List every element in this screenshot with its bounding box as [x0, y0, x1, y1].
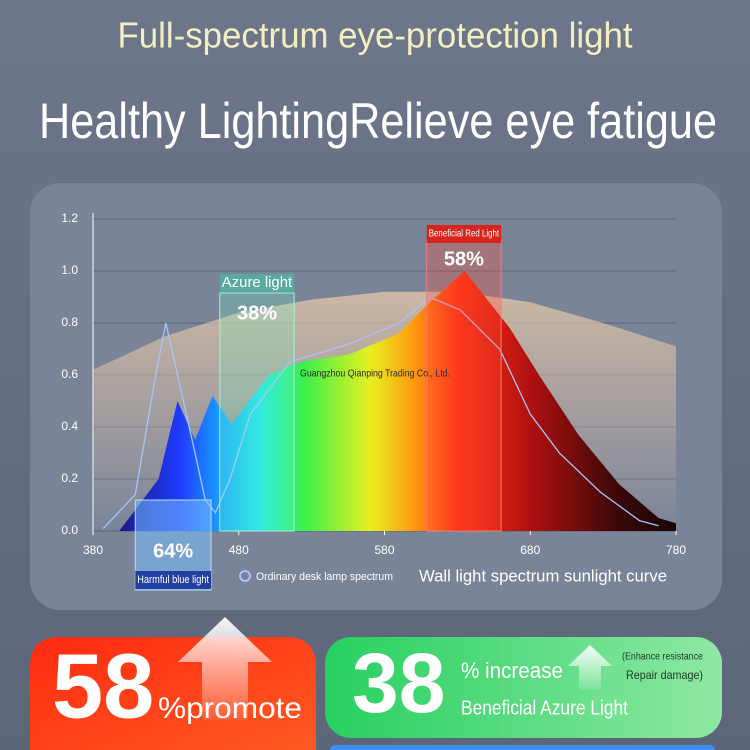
spectrum-area — [119, 271, 677, 531]
arrow-icon — [178, 617, 272, 720]
x-tick-label: 580 — [374, 543, 394, 557]
y-tick-label: 0.6 — [61, 367, 78, 381]
card-note: Repair damage) — [626, 668, 703, 682]
title: Full-spectrum eye-protection light — [118, 15, 633, 56]
band-label: Azure light — [222, 274, 293, 291]
x-tick-label: 480 — [229, 543, 249, 557]
x-tick-label: 680 — [520, 543, 540, 557]
subtitle: Healthy LightingRelieve eye fatigue — [39, 93, 717, 149]
band-label-bg — [135, 571, 212, 589]
band-label: Beneficial Red Light — [429, 229, 500, 240]
card-note: (Enhance resistance — [622, 652, 703, 663]
legend-icon — [239, 570, 251, 582]
band — [426, 239, 502, 532]
watermark: Guangzhou Qianping Trading Co., Ltd. — [300, 369, 450, 380]
desk-lamp-line — [102, 296, 659, 529]
y-tick-label: 1.0 — [61, 263, 78, 277]
y-tick-label: 0.4 — [61, 419, 78, 433]
x-tick-label: 780 — [666, 543, 686, 557]
band — [219, 292, 295, 532]
arrow-icon — [568, 645, 612, 690]
card — [325, 637, 722, 738]
card-number: 58 — [52, 635, 154, 737]
card-number: 38 — [352, 636, 445, 730]
band-label-bg — [426, 225, 502, 243]
legend-label: Ordinary desk lamp spectrum — [256, 571, 393, 583]
y-tick-label: 0.2 — [61, 471, 78, 485]
card-edge — [330, 745, 715, 750]
legend-label: Wall light spectrum sunlight curve — [419, 566, 667, 585]
band-value: 38% — [237, 302, 277, 324]
plot: 0.0 0.2 0.4 0.6 0.8 1.0 1.2 380 480 580 680 780 Azur… — [61, 211, 686, 591]
card-text: % increase — [461, 658, 563, 683]
card-subtext: Beneficial Azure Light — [461, 697, 628, 719]
band-value: 58% — [444, 248, 484, 270]
band-label-bg — [219, 274, 295, 292]
band-label: Harmful blue light — [137, 574, 209, 586]
band-value: 64% — [153, 540, 193, 562]
y-tick-label: 0.8 — [61, 315, 78, 329]
y-tick-label: 0.0 — [61, 523, 78, 537]
y-tick-label: 1.2 — [61, 211, 78, 225]
card-text: %promote — [158, 692, 302, 725]
x-tick-label: 380 — [83, 543, 103, 557]
